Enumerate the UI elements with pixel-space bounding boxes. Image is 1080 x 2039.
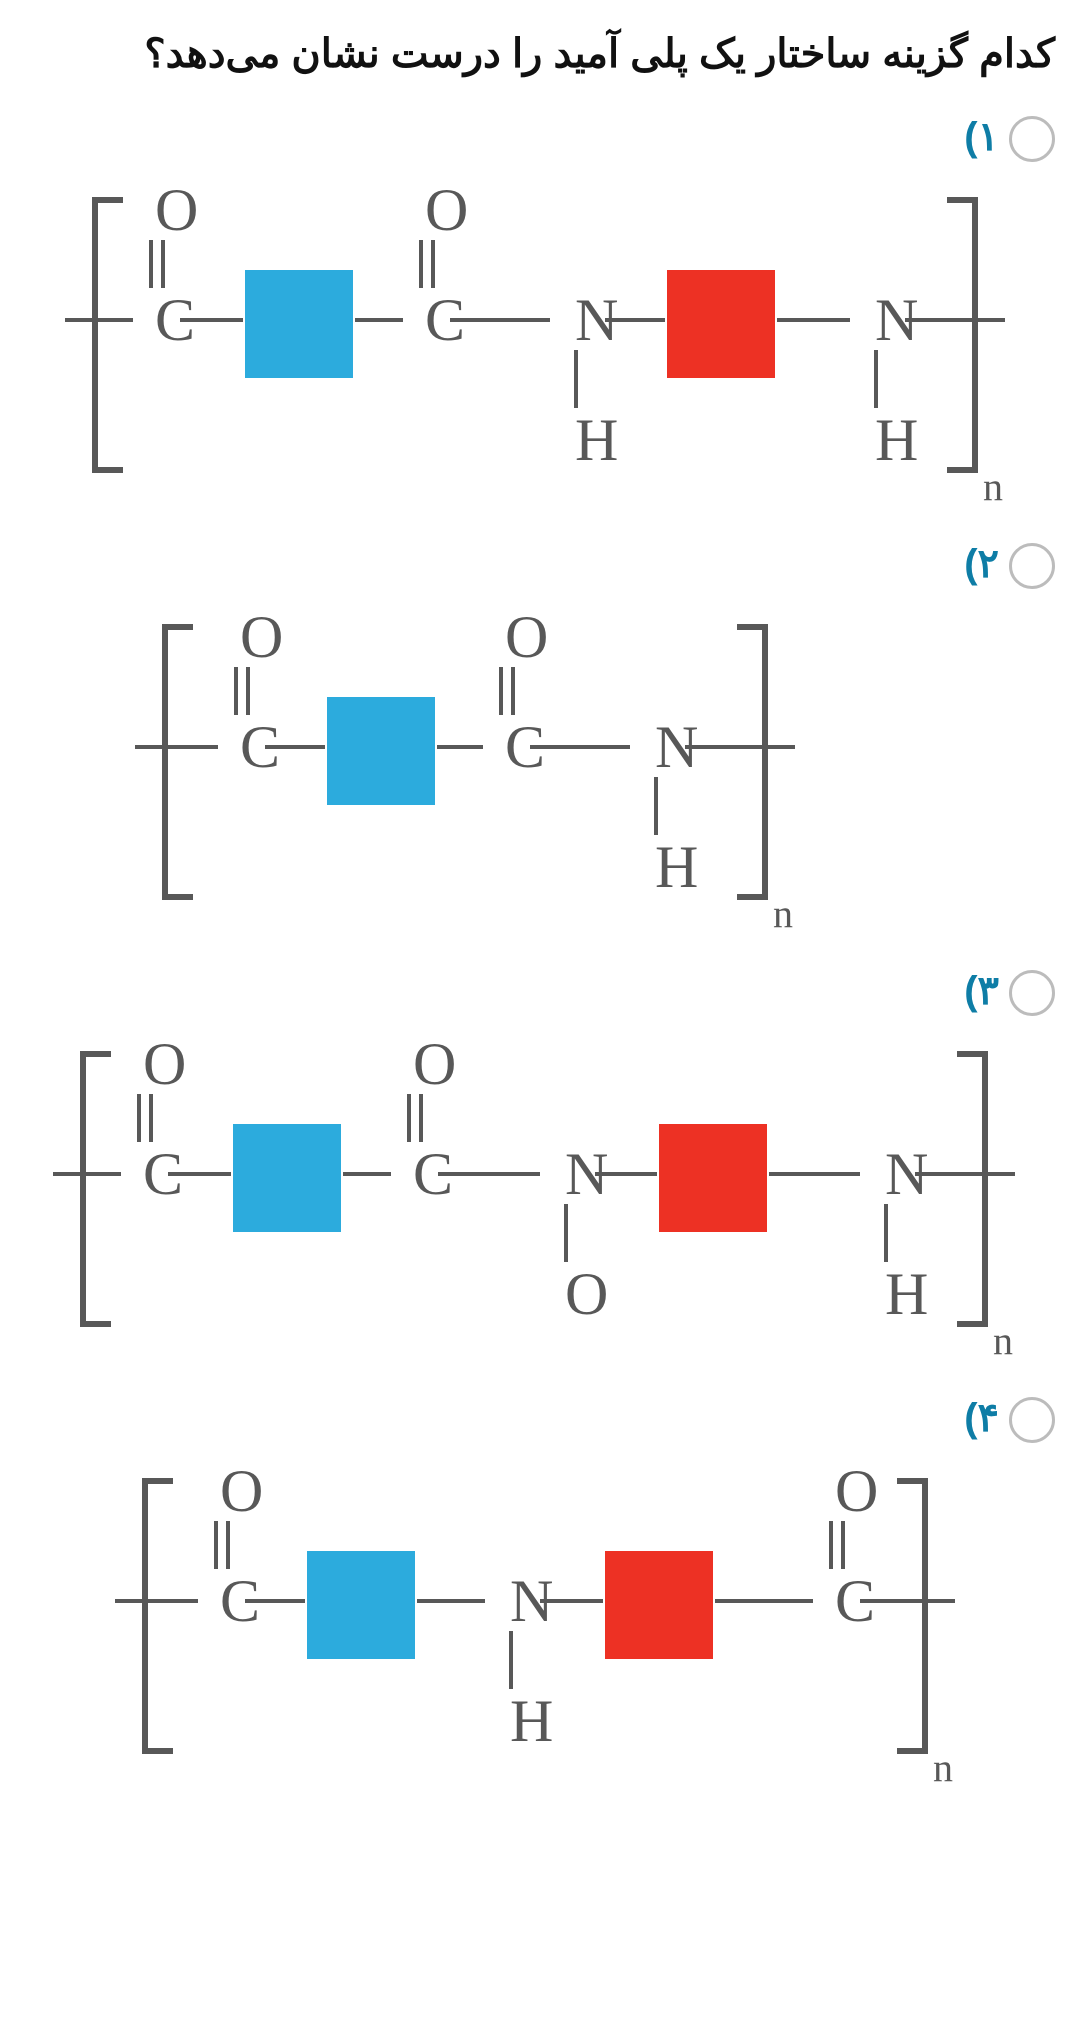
svg-text:N: N	[655, 714, 698, 780]
svg-text:O: O	[220, 1458, 263, 1524]
svg-text:O: O	[425, 177, 468, 243]
svg-text:O: O	[240, 604, 283, 670]
svg-text:C: C	[505, 714, 545, 780]
svg-text:N: N	[565, 1141, 608, 1207]
svg-text:C: C	[240, 714, 280, 780]
question-text: کدام گزینه ساختار یک پلی آمید را درست نش…	[25, 20, 1055, 88]
option-2[interactable]: ۲)	[25, 543, 1055, 589]
svg-text:H: H	[655, 834, 698, 900]
radio-icon[interactable]	[1009, 116, 1055, 162]
svg-text:C: C	[143, 1141, 183, 1207]
svg-text:N: N	[875, 287, 918, 353]
option-3-diagram: OCOCNONHn	[25, 1024, 1055, 1369]
option-2-diagram: OCOCNHn	[25, 597, 1055, 942]
option-2-label: ۲)	[964, 541, 999, 587]
svg-text:O: O	[565, 1261, 608, 1327]
svg-text:H: H	[875, 407, 918, 473]
svg-text:N: N	[575, 287, 618, 353]
svg-text:C: C	[220, 1568, 260, 1634]
svg-text:n: n	[983, 464, 1003, 509]
svg-text:H: H	[510, 1688, 553, 1754]
svg-text:C: C	[835, 1568, 875, 1634]
svg-text:N: N	[510, 1568, 553, 1634]
option-1[interactable]: ۱)	[25, 116, 1055, 162]
option-4-label: ۴)	[964, 1395, 999, 1441]
svg-text:C: C	[155, 287, 195, 353]
radio-icon[interactable]	[1009, 970, 1055, 1016]
option-1-diagram: OCOCNHNHn	[25, 170, 1055, 515]
svg-text:H: H	[885, 1261, 928, 1327]
svg-text:O: O	[505, 604, 548, 670]
svg-text:N: N	[885, 1141, 928, 1207]
svg-text:C: C	[425, 287, 465, 353]
svg-text:O: O	[155, 177, 198, 243]
svg-text:H: H	[575, 407, 618, 473]
svg-text:n: n	[933, 1745, 953, 1790]
option-3[interactable]: ۳)	[25, 970, 1055, 1016]
svg-text:O: O	[143, 1031, 186, 1097]
option-3-label: ۳)	[964, 968, 999, 1014]
svg-text:n: n	[993, 1318, 1013, 1363]
radio-icon[interactable]	[1009, 1397, 1055, 1443]
svg-text:O: O	[835, 1458, 878, 1524]
radio-icon[interactable]	[1009, 543, 1055, 589]
svg-text:n: n	[773, 891, 793, 936]
option-4-diagram: OCNHOCn	[25, 1451, 1055, 1796]
svg-text:C: C	[413, 1141, 453, 1207]
option-1-label: ۱)	[964, 114, 999, 160]
svg-text:O: O	[413, 1031, 456, 1097]
option-4[interactable]: ۴)	[25, 1397, 1055, 1443]
